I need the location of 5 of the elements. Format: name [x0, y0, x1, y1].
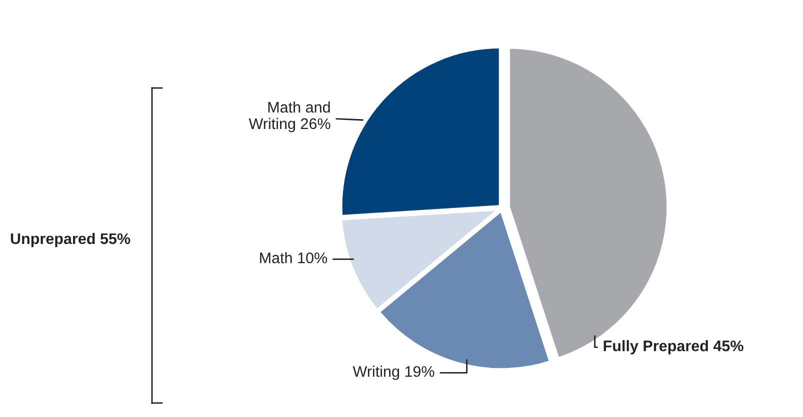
slice-label: Math and Writing 26%: [248, 101, 330, 132]
slice-label: Writing 19%: [352, 366, 434, 380]
text: Unprepared 55%: [10, 232, 130, 248]
slice-label: Math 10%: [260, 252, 328, 264]
slice-label: Fully Prepared 45%: [604, 340, 744, 354]
